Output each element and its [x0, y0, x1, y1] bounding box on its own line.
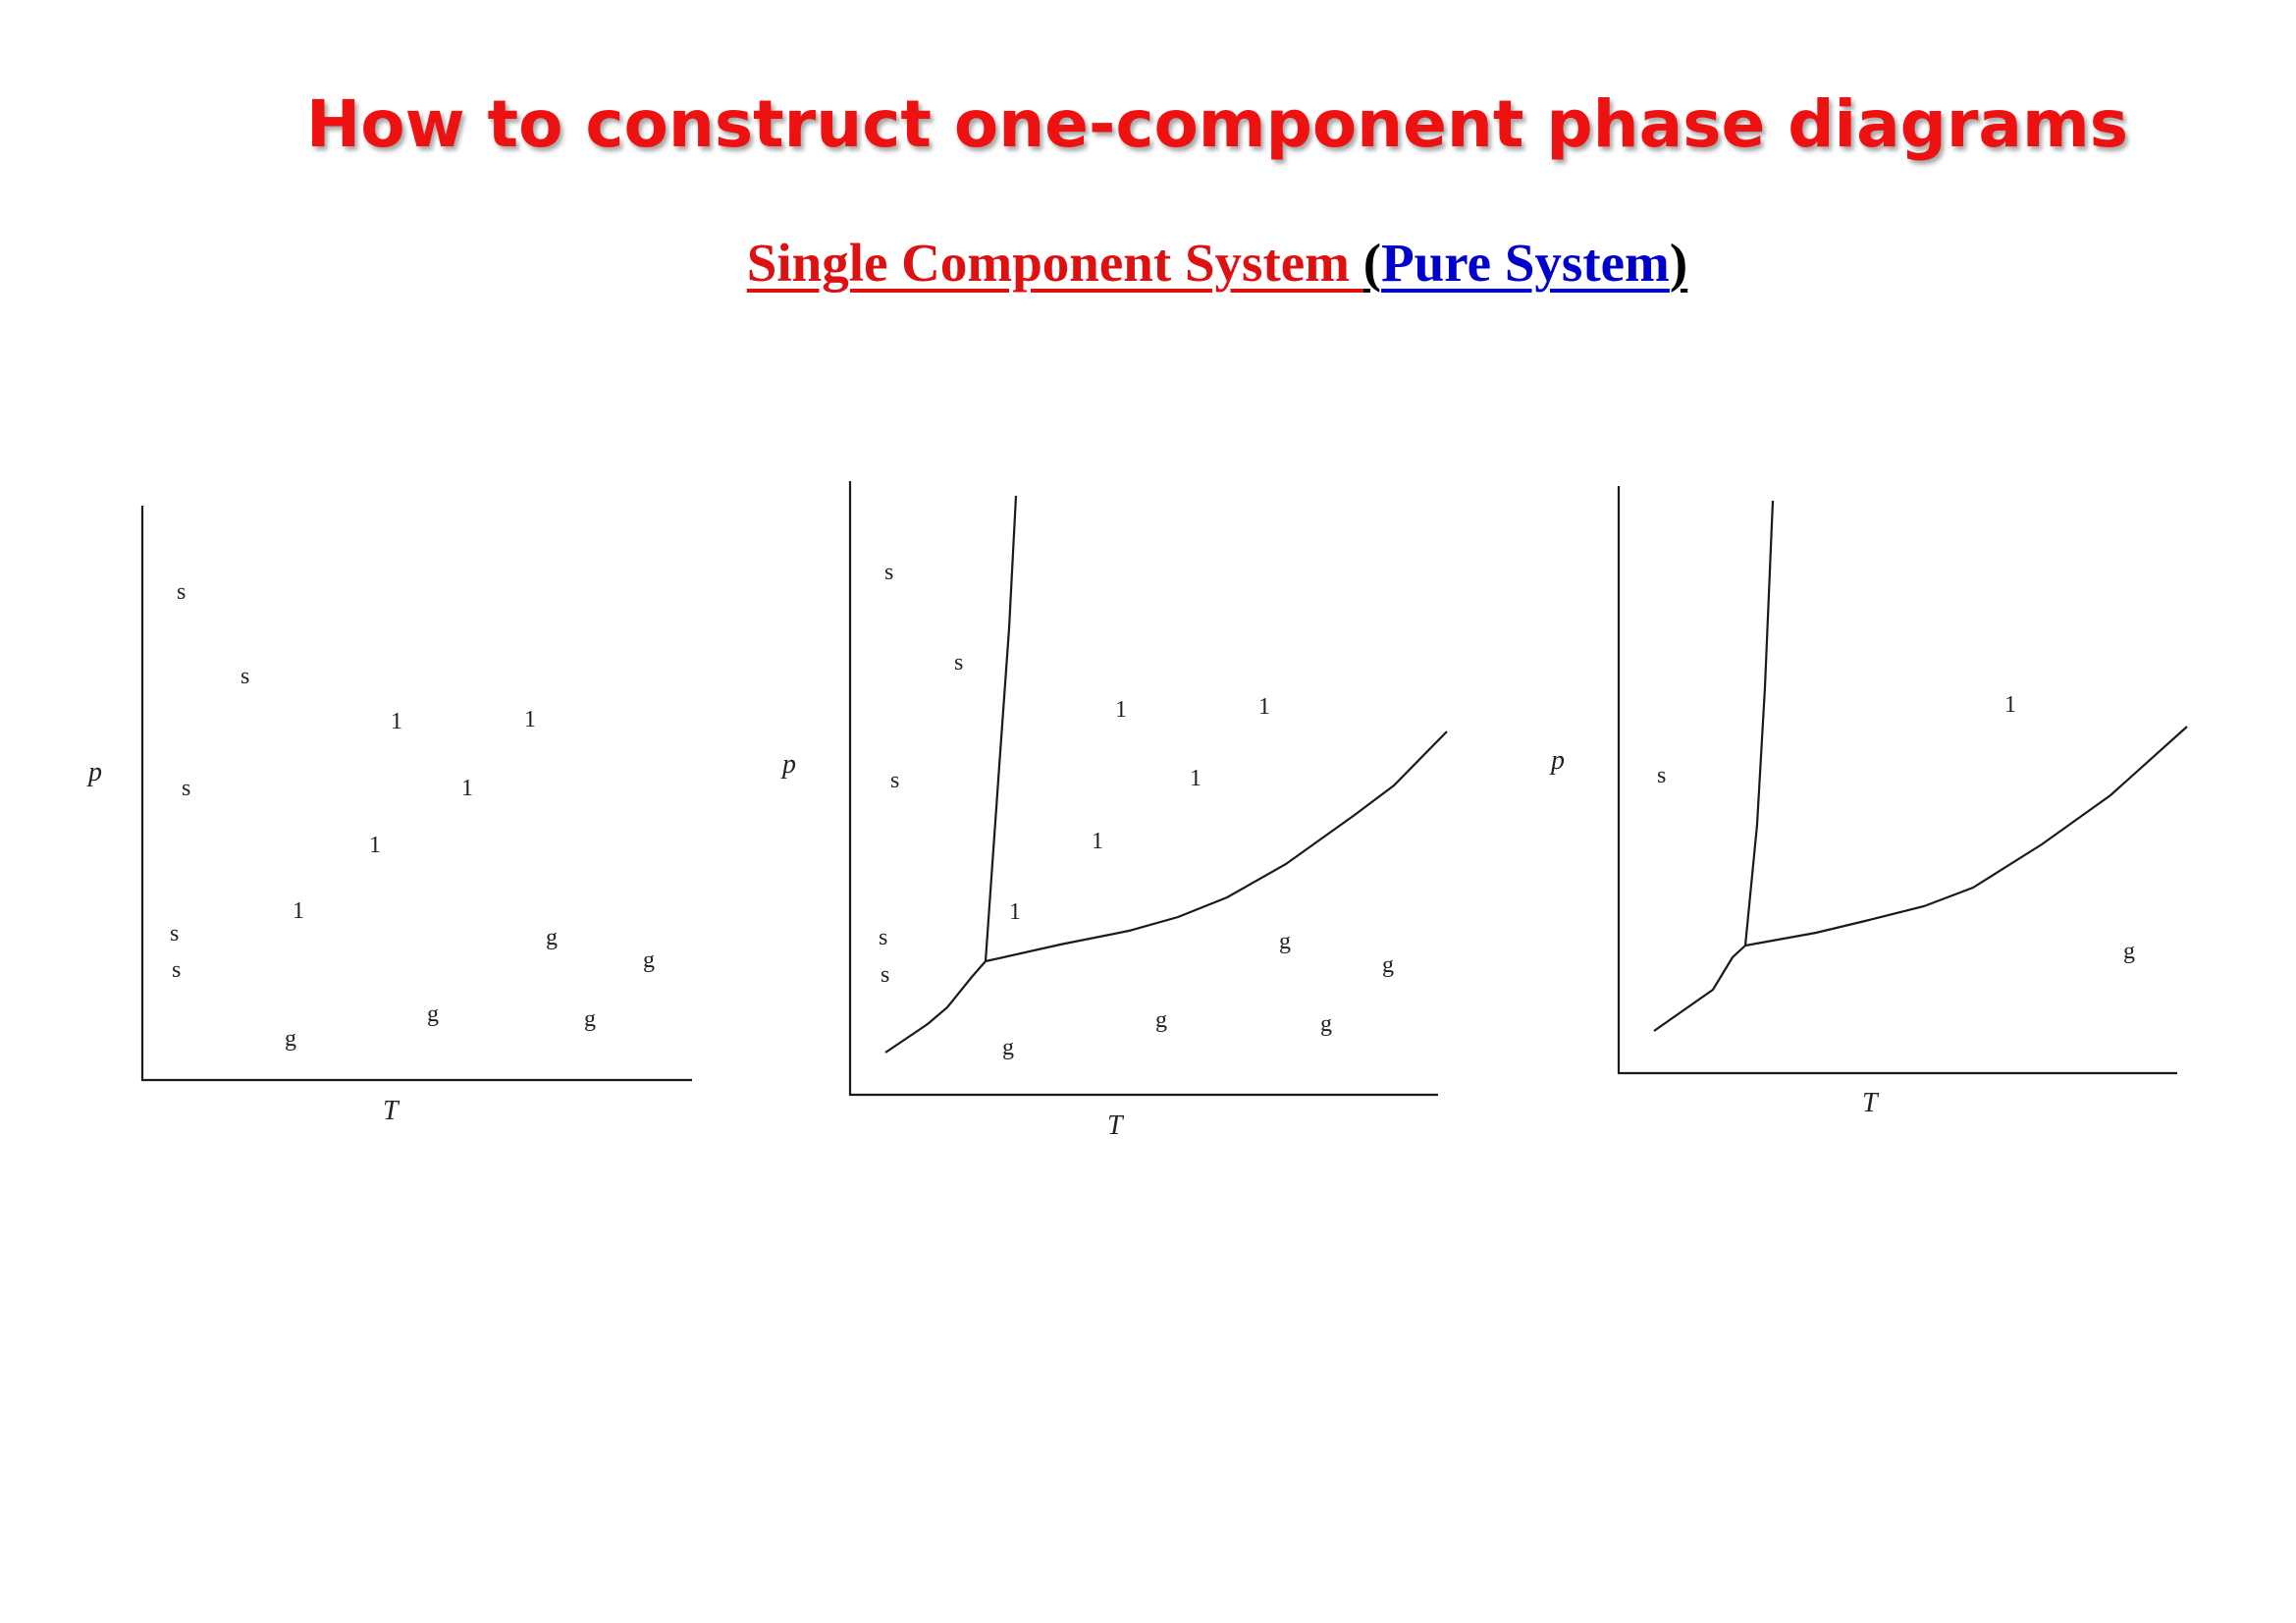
diagram-2-liquid-gas-boundary	[985, 730, 1448, 963]
diagram-2-solid-liquid-boundary	[984, 495, 1018, 962]
diagram-3-region-label: 1	[2004, 692, 2016, 718]
diagram-2-y-axis-label: p	[780, 749, 796, 780]
phase-diagram-final: p T s 1 g	[1549, 486, 2188, 1118]
diagram-1-region-label: s	[170, 921, 179, 947]
diagram-1-region-label: g	[584, 1006, 596, 1032]
subtitle-close-paren: )	[1669, 233, 1688, 293]
diagram-2-region-label: s	[879, 925, 887, 950]
diagram-2-region-label: g	[1320, 1011, 1332, 1037]
diagram-3-liquid-gas-boundary	[1744, 726, 2188, 947]
diagram-1-region-label: s	[240, 664, 249, 689]
diagram-1-region-label: 1	[293, 898, 304, 924]
diagram-2-solid-gas-boundary	[884, 960, 987, 1054]
diagram-3-region-label: s	[1657, 763, 1666, 788]
diagram-1-region-label: g	[546, 925, 558, 950]
diagram-3-axes	[1617, 486, 2177, 1075]
diagram-2-region-label: s	[954, 650, 963, 676]
diagram-2-region-label: g	[1002, 1035, 1014, 1060]
diagram-3-solid-gas-boundary	[1653, 945, 1746, 1032]
diagram-1-axes	[140, 506, 692, 1082]
diagram-3-x-axis-label: T	[1862, 1088, 1880, 1118]
subtitle-pure-system: Pure System	[1381, 233, 1670, 293]
diagram-1-region-label: 1	[391, 709, 402, 734]
diagram-1-region-label: s	[172, 957, 181, 983]
diagram-2-region-label: 1	[1190, 766, 1201, 791]
diagram-1-region-label: g	[643, 947, 655, 973]
diagram-2-region-label: g	[1279, 929, 1291, 954]
diagram-1-y-axis-label: p	[86, 757, 102, 787]
diagram-3-solid-liquid-boundary	[1743, 500, 1775, 947]
diagram-2-region-label: 1	[1115, 697, 1127, 723]
diagram-2-region-label: 1	[1092, 829, 1103, 854]
diagram-1-region-label: s	[177, 579, 186, 605]
diagram-2-region-label: 1	[1009, 899, 1021, 925]
diagram-1-region-label: g	[285, 1026, 296, 1052]
diagram-1-region-label: 1	[524, 707, 536, 732]
diagram-2-axes	[848, 481, 1438, 1097]
diagram-2-region-label: 1	[1258, 694, 1270, 720]
diagram-2-region-label: s	[884, 560, 893, 585]
subtitle: Single Component System (Pure System)	[0, 232, 2296, 294]
diagram-2-region-label: g	[1382, 952, 1394, 978]
phase-diagram-with-labels-and-boundaries: p T s s s s s 1 1 1 1 1 g g g g g	[780, 481, 1448, 1141]
subtitle-open-paren: (	[1362, 233, 1382, 293]
diagram-2-region-label: s	[890, 768, 899, 793]
phase-diagram-scattered: p T s s s s s 1 1 1 1 1 g g g g g	[86, 506, 692, 1126]
diagram-3-region-label: g	[2123, 939, 2135, 964]
diagram-1-region-label: 1	[461, 776, 473, 801]
diagram-1-region-label: s	[182, 776, 190, 801]
subtitle-single-component: Single Component System	[746, 233, 1363, 293]
diagram-1-region-label: g	[427, 1001, 439, 1027]
diagram-2-region-label: s	[881, 962, 889, 988]
page-title: How to construct one-component phase dia…	[305, 86, 2129, 162]
diagram-2-region-label: g	[1155, 1007, 1167, 1033]
diagram-1-region-label: 1	[369, 833, 381, 858]
diagram-3-y-axis-label: p	[1549, 745, 1565, 776]
diagram-2-x-axis-label: T	[1107, 1110, 1125, 1141]
diagram-1-x-axis-label: T	[383, 1096, 400, 1126]
